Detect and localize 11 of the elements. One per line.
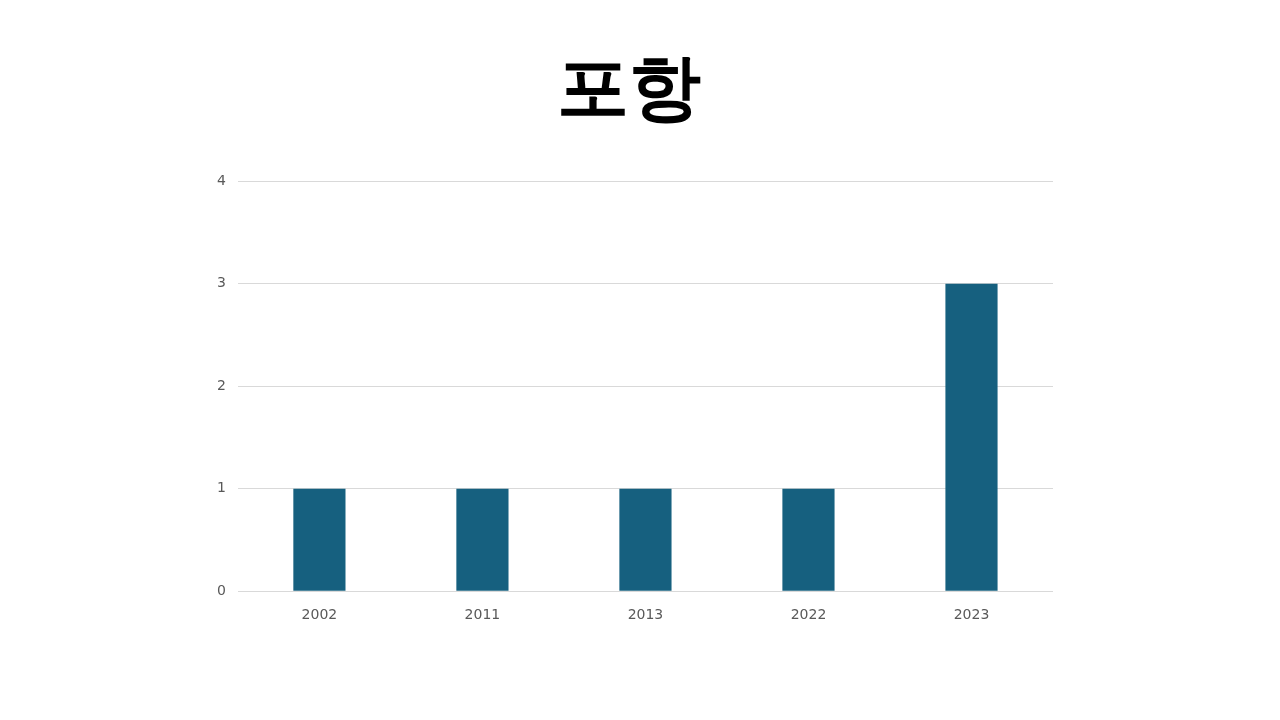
y-tick-label: 0 (216, 581, 226, 598)
x-tick-label: 2002 (301, 606, 338, 623)
x-tick-label: 2013 (627, 606, 664, 623)
chart-title: 포항 (557, 44, 701, 129)
y-tick-label: 1 (216, 479, 226, 496)
y-tick-label: 3 (216, 274, 226, 291)
x-tick-label: 2023 (953, 606, 990, 623)
x-tick-label: 2011 (464, 606, 501, 623)
x-tick-label: 2022 (790, 606, 827, 623)
y-tick-label: 4 (216, 172, 226, 189)
y-tick-label: 2 (216, 376, 226, 393)
